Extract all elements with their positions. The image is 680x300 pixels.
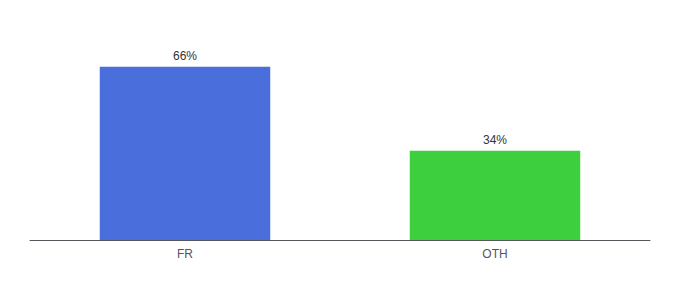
svg-text:66%: 66%	[173, 49, 197, 63]
svg-text:OTH: OTH	[482, 247, 507, 261]
svg-text:34%: 34%	[483, 133, 507, 147]
svg-text:FR: FR	[177, 247, 193, 261]
